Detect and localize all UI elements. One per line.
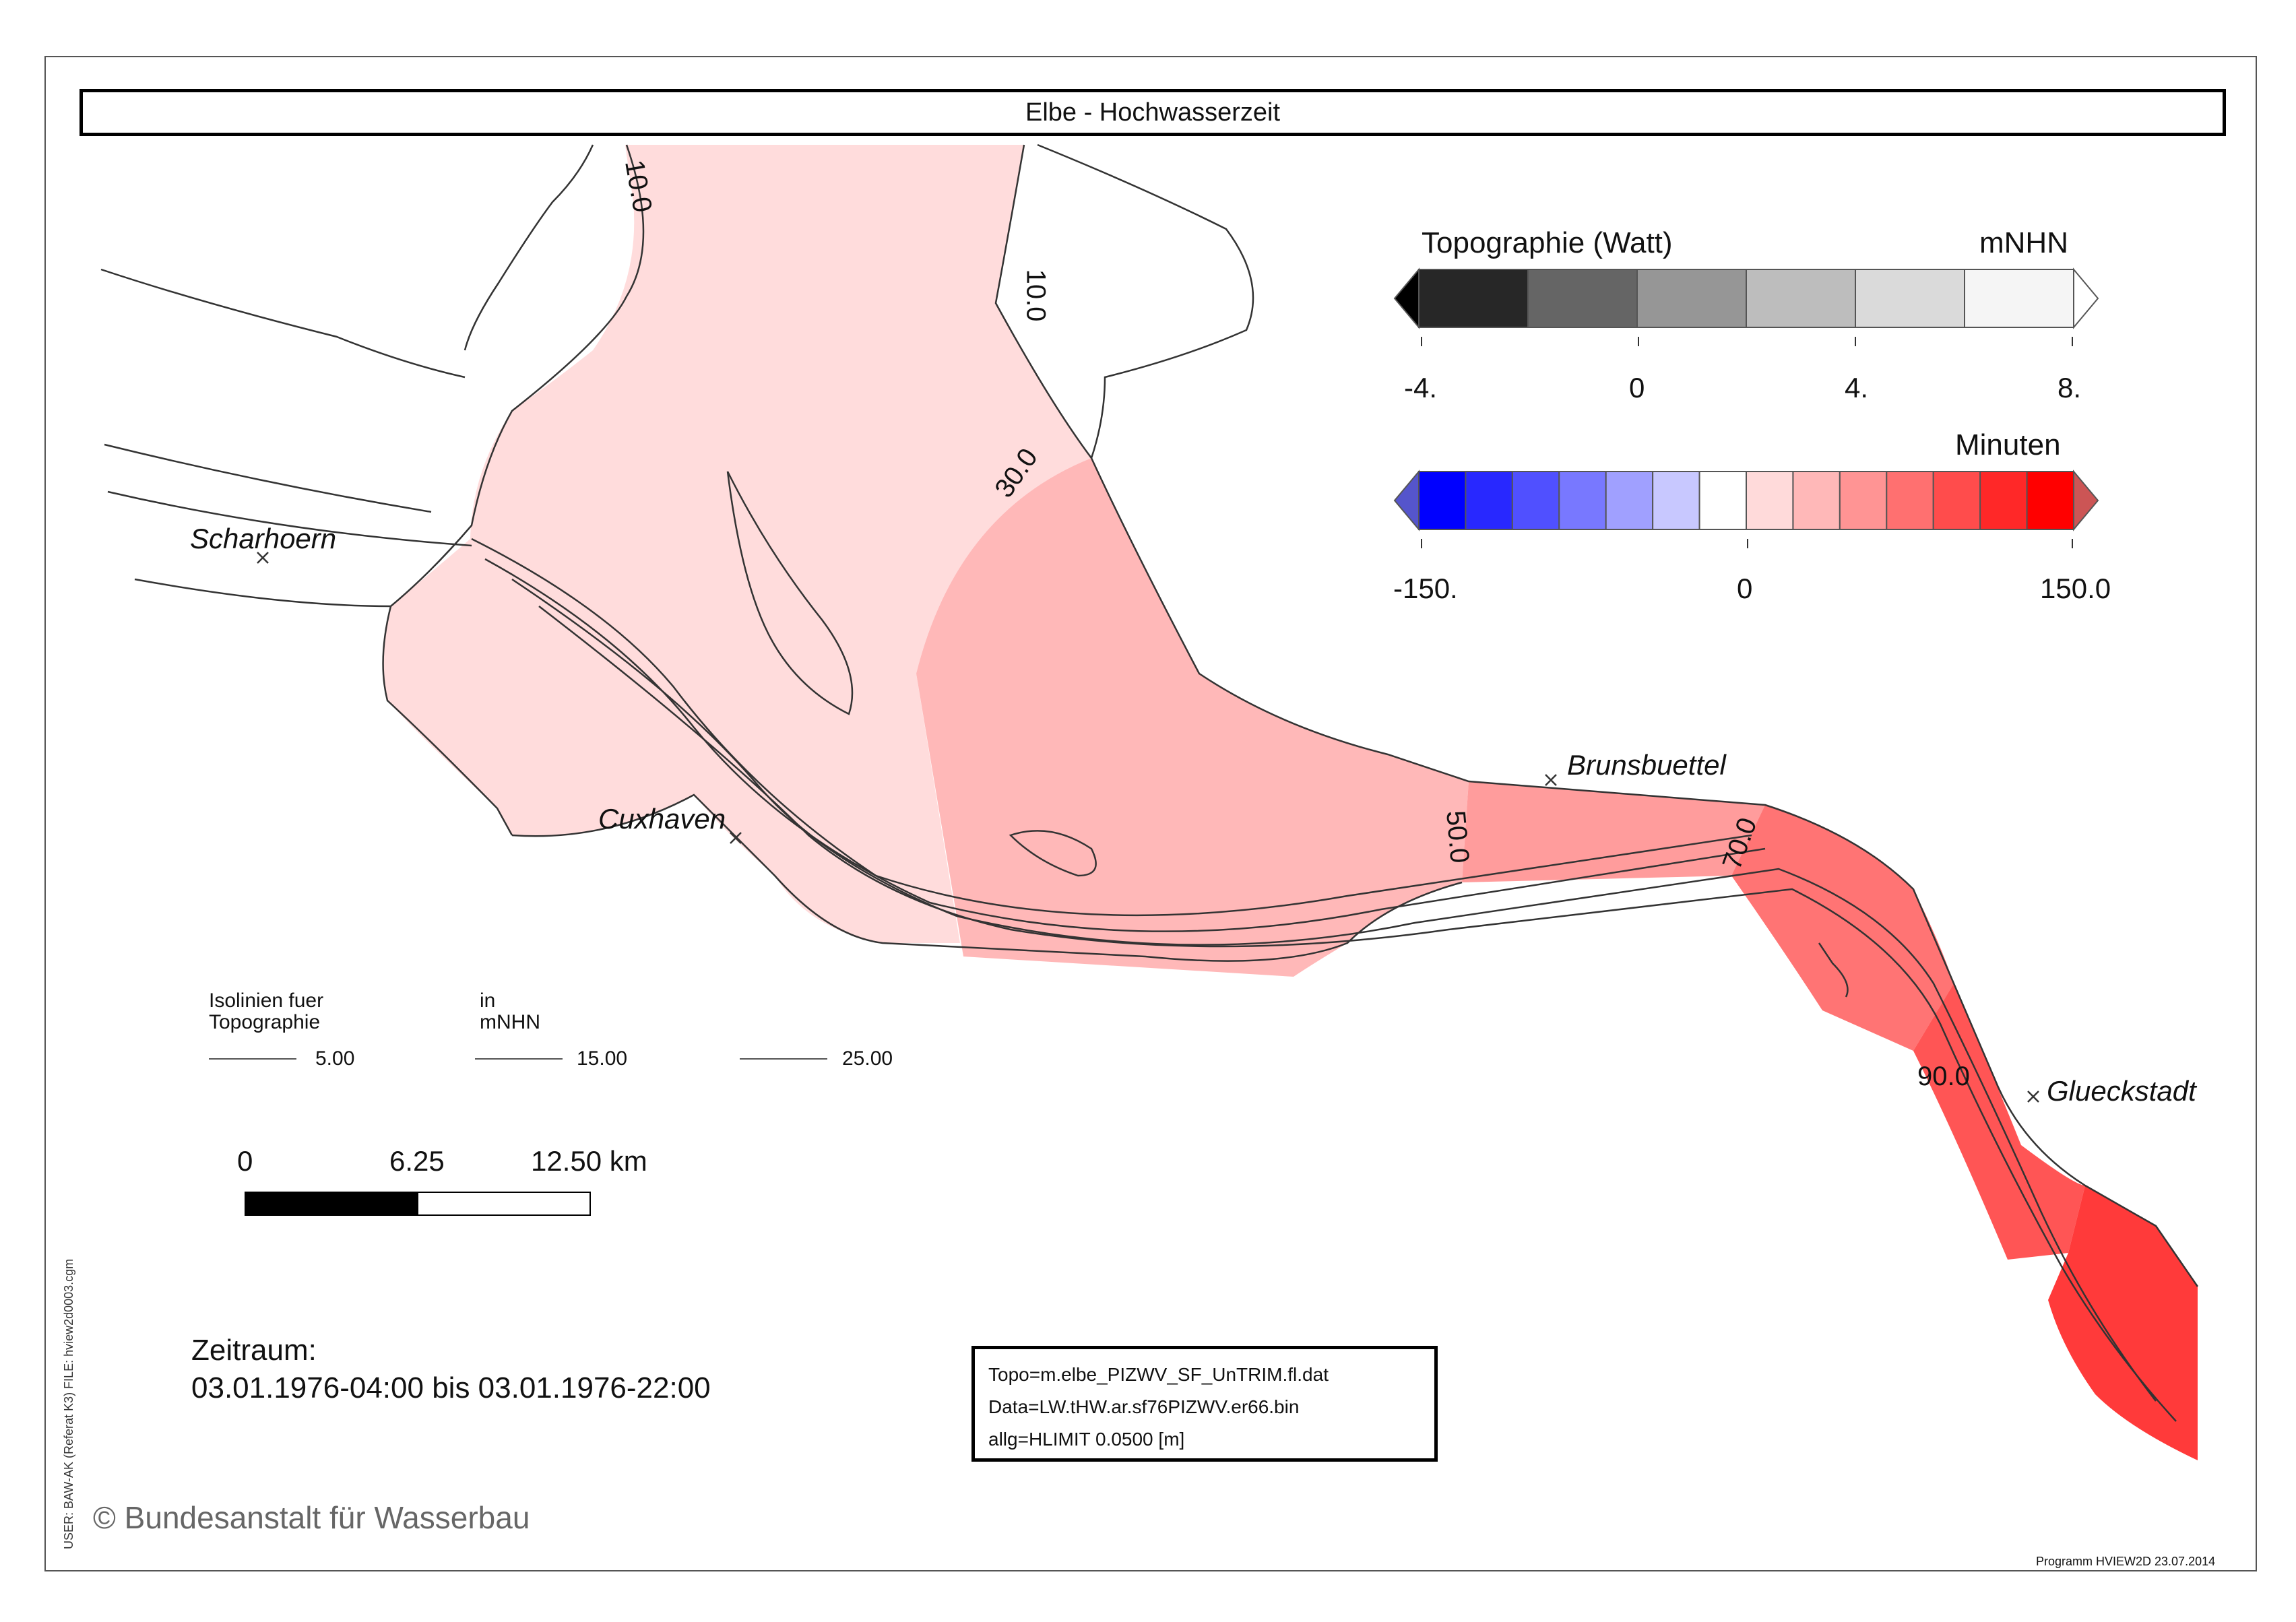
topo-swatch-5 — [1855, 269, 1965, 328]
isoline-value-1: 5.00 — [315, 1047, 355, 1070]
topo-swatch-2 — [1527, 269, 1638, 328]
topo-swatch-4 — [1746, 269, 1856, 328]
topo-colorbar — [1393, 267, 2099, 346]
side-note: USER: BAW-AK (Referat K3) FILE: hview2d0… — [62, 1258, 75, 1549]
place-brunsbuettel: Brunsbuettel — [1567, 749, 1726, 781]
info-allg: allg=HLIMIT 0.0500 [m] — [988, 1429, 1185, 1450]
topo-cap-right — [2073, 267, 2099, 329]
period-label: Zeitraum: — [191, 1334, 317, 1367]
zone-50 — [1462, 781, 1765, 882]
topo-tick-1: -4. — [1404, 372, 1438, 403]
minutes-cap-left — [1393, 469, 1420, 531]
info-box: Topo=m.elbe_PIZWV_SF_UnTRIM.fl.dat Data=… — [971, 1346, 1438, 1462]
place-glueckstadt: Glueckstadt — [2047, 1075, 2196, 1107]
zone-70 — [1731, 805, 1954, 1051]
topo-tick-4: 8. — [2058, 372, 2082, 403]
topo-tick-2: 0 — [1629, 372, 1645, 403]
minutes-cap-right — [2073, 469, 2099, 531]
minutes-swatch-4 — [1558, 471, 1607, 530]
minutes-swatch-7 — [1698, 471, 1748, 530]
scale-label-end: 12.50 km — [531, 1145, 647, 1177]
place-scharhoern: Scharhoern — [190, 523, 337, 554]
isoline-value-3: 25.00 — [842, 1047, 893, 1070]
topo-swatch-6 — [1964, 269, 2074, 328]
isoline-unit-1: in — [480, 990, 496, 1012]
contour-label-10-east: 10.0 — [1021, 269, 1051, 322]
isoline-unit-2: mNHN — [480, 1011, 540, 1033]
minutes-swatch-2 — [1465, 471, 1513, 530]
scale-bar — [245, 1192, 591, 1216]
minutes-swatch-3 — [1511, 471, 1560, 530]
minutes-swatch-1 — [1418, 471, 1467, 530]
period-range: 03.01.1976-04:00 bis 03.01.1976-22:00 — [191, 1371, 711, 1404]
info-data: Data=LW.tHW.ar.sf76PIZWV.er66.bin — [988, 1396, 1300, 1417]
minutes-swatch-12 — [1932, 471, 1981, 530]
isoline-value-2: 15.00 — [577, 1047, 628, 1070]
isoline-heading-2: Topographie — [209, 1011, 321, 1033]
minutes-swatch-14 — [2026, 471, 2075, 530]
zone-110 — [2048, 1186, 2198, 1460]
topo-legend-unit: mNHN — [1979, 226, 2068, 259]
topo-cap-left — [1393, 267, 1420, 329]
topo-legend-title: Topographie (Watt) — [1422, 226, 1673, 259]
map-title-text: Elbe - Hochwasserzeit — [1025, 98, 1281, 127]
map-title: Elbe - Hochwasserzeit — [79, 89, 2226, 136]
contour-label-90: 90.0 — [1917, 1062, 1970, 1091]
page-frame — [44, 56, 2257, 1571]
minutes-swatch-10 — [1839, 471, 1888, 530]
minutes-swatch-5 — [1605, 471, 1654, 530]
minutes-swatch-11 — [1886, 471, 1934, 530]
topo-swatch-1 — [1418, 269, 1529, 328]
topo-swatch-3 — [1636, 269, 1747, 328]
zone-10 — [383, 145, 1091, 943]
minutes-colorbar — [1393, 469, 2099, 548]
footer-program: Programm HVIEW2D 23.07.2014 — [2036, 1555, 2216, 1568]
scale-label-mid: 6.25 — [389, 1145, 445, 1177]
minutes-tick-3: 150.0 — [2040, 573, 2111, 604]
minutes-tick-1: -150. — [1393, 573, 1458, 604]
minutes-swatch-9 — [1792, 471, 1841, 530]
coastlines — [100, 143, 2199, 1422]
minutes-legend-unit: Minuten — [1955, 428, 2061, 461]
place-markers — [257, 552, 2039, 1103]
isoline-heading-1: Isolinien fuer — [209, 990, 324, 1012]
topo-tick-3: 4. — [1845, 372, 1869, 403]
place-cuxhaven: Cuxhaven — [598, 803, 726, 835]
info-topo: Topo=m.elbe_PIZWV_SF_UnTRIM.fl.dat — [988, 1364, 1329, 1385]
copyright: © Bundesanstalt für Wasserbau — [93, 1500, 530, 1535]
zone-30 — [916, 458, 1469, 977]
scale-label-0: 0 — [237, 1145, 253, 1177]
minutes-swatch-6 — [1652, 471, 1700, 530]
minutes-swatch-13 — [1979, 471, 2028, 530]
minutes-swatch-8 — [1746, 471, 1794, 530]
contour-label-50: 50.0 — [1440, 809, 1475, 865]
minutes-tick-2: 0 — [1737, 573, 1753, 604]
